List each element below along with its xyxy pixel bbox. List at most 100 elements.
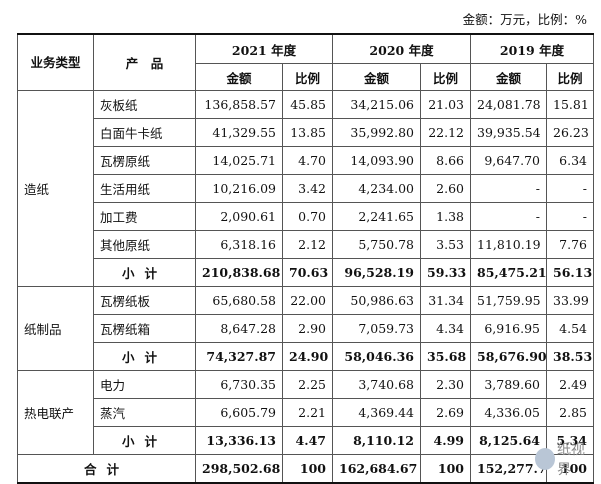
ratio-cell: 31.34	[420, 286, 471, 315]
subtotal-label: 小计	[93, 258, 196, 287]
ratio-cell: 35.68	[420, 342, 471, 371]
header-amount: 金额	[195, 63, 283, 91]
ratio-cell: 4.54	[546, 314, 594, 343]
amount-cell: 58,676.90	[470, 342, 547, 371]
amount-cell: 3,789.60	[470, 370, 547, 399]
table-row: 白面牛卡纸 41,329.55 13.85 35,992.80 22.12 39,935.…	[18, 118, 594, 147]
header-year-2019: 2019 年度	[470, 33, 594, 64]
product-cell: 加工费	[93, 202, 196, 231]
subtotal-label: 小计	[93, 426, 196, 455]
ratio-cell: -	[546, 202, 594, 231]
ratio-cell: 2.30	[420, 370, 471, 399]
amount-cell: 8,110.12	[332, 426, 421, 455]
amount-cell: 6,318.16	[195, 230, 283, 259]
header-amount: 金额	[332, 63, 421, 91]
header-ratio: 比例	[282, 63, 333, 91]
ratio-cell: 4.99	[420, 426, 471, 455]
header-ratio: 比例	[546, 63, 594, 91]
ratio-cell: 59.33	[420, 258, 471, 287]
header-amount: 金额	[470, 63, 547, 91]
ratio-cell: 4.34	[420, 314, 471, 343]
subtotal-row: 小计 74,327.87 24.90 58,046.36 35.68 58,676.90 3…	[18, 342, 594, 371]
amount-cell: 6,730.35	[195, 370, 283, 399]
table-row: 造纸 灰板纸 136,858.57 45.85 34,215.06 21.03 24,081…	[17, 90, 594, 287]
ratio-cell: 2.12	[282, 230, 333, 259]
ratio-cell: 8.66	[420, 146, 471, 175]
ratio-cell: 70.63	[282, 258, 333, 287]
product-cell: 其他原纸	[93, 230, 196, 259]
ratio-cell: 4.70	[282, 146, 333, 175]
ratio-cell: 0.70	[282, 202, 333, 231]
table-row: 热电联产 电力 6,730.35 2.25 3,740.68 2.30 3,789.60 2.…	[17, 370, 594, 455]
amount-cell: 41,329.55	[195, 118, 283, 147]
amount-cell: 4,234.00	[332, 174, 421, 203]
product-cell: 电力	[93, 370, 196, 399]
product-cell: 瓦楞纸箱	[93, 314, 196, 343]
ratio-cell: 5.34	[546, 426, 594, 455]
amount-cell: 4,369.44	[332, 398, 421, 427]
ratio-cell: 3.42	[282, 174, 333, 203]
ratio-cell: 13.85	[282, 118, 333, 147]
amount-cell: 6,605.79	[195, 398, 283, 427]
ratio-cell: 56.13	[546, 258, 594, 287]
table-row: 生活用纸 10,216.09 3.42 4,234.00 2.60- -	[18, 174, 594, 203]
watermark-logo-icon	[535, 448, 555, 470]
amount-cell: 4,336.05	[470, 398, 547, 427]
ratio-cell: 2.90	[282, 314, 333, 343]
ratio-cell: 38.53	[546, 342, 594, 371]
category-cell: 热电联产	[17, 370, 94, 455]
product-cell: 瓦楞纸板	[93, 286, 196, 315]
table-row: 瓦楞纸箱 8,647.28 2.90 7,059.73 4.34 6,916.95 4.54	[18, 314, 594, 343]
amount-cell: 14,025.71	[195, 146, 283, 175]
ratio-cell: 33.99	[546, 286, 594, 315]
ratio-cell: 100	[420, 454, 471, 484]
product-cell: 生活用纸	[93, 174, 196, 203]
amount-cell: 6,916.95	[470, 314, 547, 343]
table-row: 瓦楞原纸 14,025.71 4.70 14,093.90 8.66 9,647.70 6.…	[18, 146, 594, 175]
watermark-text: 纸视界	[556, 442, 585, 478]
ratio-cell: 2.60	[420, 174, 471, 203]
amount-cell: 39,935.54	[470, 118, 547, 147]
amount-cell: -	[470, 174, 547, 203]
ratio-cell: -	[546, 174, 594, 203]
unit-note: 金额：万元，比例：%	[462, 12, 587, 27]
header-product: 产 品	[93, 33, 196, 91]
amount-cell: 8,647.28	[195, 314, 283, 343]
category-cell: 纸制品	[17, 286, 94, 371]
amount-cell: 14,093.90	[332, 146, 421, 175]
table-row: 蒸汽 6,605.79 2.21 4,369.44 2.69 4,336.05 2.85	[18, 398, 594, 427]
watermark: 纸视界	[535, 442, 595, 478]
amount-cell: 10,216.09	[195, 174, 283, 203]
header-year-2020: 2020 年度	[332, 33, 471, 64]
amount-cell: 24,081.78	[470, 90, 547, 119]
header-business-type: 业务类型	[17, 33, 94, 91]
amount-cell: 3,740.68	[332, 370, 421, 399]
amount-cell: 8,125.64	[470, 426, 547, 455]
amount-cell: 96,528.19	[332, 258, 421, 287]
header-year-2021: 2021 年度	[195, 33, 333, 64]
ratio-cell: 2.85	[546, 398, 594, 427]
amount-cell: 35,992.80	[332, 118, 421, 147]
ratio-cell: 3.53	[420, 230, 471, 259]
ratio-cell: 26.23	[546, 118, 594, 147]
amount-cell: 162,684.67	[332, 454, 421, 484]
subtotal-row: 小计 13,336.13 4.47 8,110.12 4.99 8,125.64 5.34	[18, 426, 594, 455]
ratio-cell: 2.21	[282, 398, 333, 427]
ratio-cell: 7.76	[546, 230, 594, 259]
amount-cell: 2,241.65	[332, 202, 421, 231]
amount-cell: 50,986.63	[332, 286, 421, 315]
ratio-cell: 1.38	[420, 202, 471, 231]
header-ratio: 比例	[420, 63, 471, 91]
product-cell: 白面牛卡纸	[93, 118, 196, 147]
product-cell: 灰板纸	[93, 90, 196, 119]
subtotal-label: 小计	[93, 342, 196, 371]
amount-cell: 51,759.95	[470, 286, 547, 315]
total-row: 合计298,502.68100162,684.67100152,277.7510…	[17, 454, 594, 484]
amount-cell: 210,838.68	[195, 258, 283, 287]
table-row: 加工费 2,090.61 0.70 2,241.65 1.38- -	[18, 202, 594, 231]
amount-cell: 136,858.57	[195, 90, 283, 119]
product-cell: 蒸汽	[93, 398, 196, 427]
ratio-cell: 22.12	[420, 118, 471, 147]
ratio-cell: 2.49	[546, 370, 594, 399]
amount-cell: 2,090.61	[195, 202, 283, 231]
